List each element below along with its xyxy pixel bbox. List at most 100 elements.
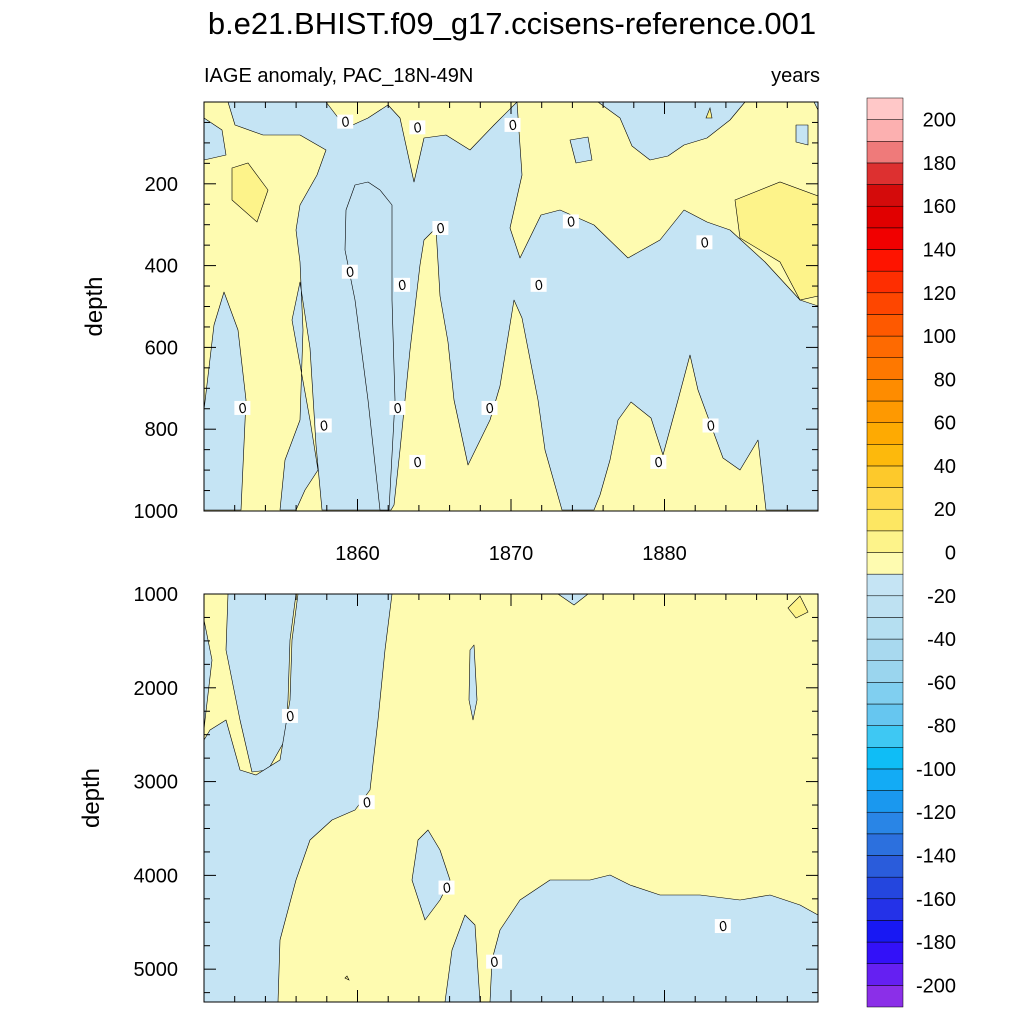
colorbar-label: -200 xyxy=(916,975,956,997)
y-tick-label: 400 xyxy=(145,256,178,278)
colorbar-swatch xyxy=(866,963,904,986)
upper-positive-core xyxy=(705,106,713,119)
colorbar-swatch xyxy=(866,184,904,207)
colorbar-label: 200 xyxy=(923,110,956,132)
lower-contour-labels: 0 0 0 0 0 xyxy=(281,707,731,971)
lower-tick-marks xyxy=(204,594,818,1002)
lower-contour-panel: 0 0 0 0 0 1000 2000 3000 4000 5000 depth xyxy=(78,584,819,1003)
colorbar-label: 100 xyxy=(923,326,956,348)
colorbar-label: -180 xyxy=(916,932,956,954)
contour-label: 0 xyxy=(696,233,713,251)
colorbar-swatch xyxy=(866,682,904,705)
contour-label: 0 xyxy=(432,219,449,237)
colorbar-swatch xyxy=(866,314,904,337)
colorbar-swatch xyxy=(866,508,904,532)
colorbar-swatch xyxy=(866,617,904,640)
y-tick-label: 3000 xyxy=(134,772,179,794)
upper-negative-region xyxy=(569,136,593,164)
colorbar-swatch xyxy=(866,855,904,878)
colorbar-swatch xyxy=(866,725,904,748)
colorbar-swatch xyxy=(866,249,904,272)
x-tick-label: 1870 xyxy=(489,543,534,565)
colorbar-swatch xyxy=(866,920,904,943)
x-tick-label: 1860 xyxy=(335,543,380,565)
contour-label: 0 xyxy=(409,118,426,136)
colorbar-label: -20 xyxy=(927,586,956,608)
contour-label: 0 xyxy=(358,793,375,811)
contour-label: 0 xyxy=(341,263,358,281)
colorbar-swatch xyxy=(866,422,904,445)
subtitle-right: years xyxy=(771,65,820,87)
lower-positive-cores xyxy=(344,595,809,981)
upper-negative-region xyxy=(795,124,809,146)
lower-negative-regions xyxy=(203,593,819,1003)
colorbar-swatch xyxy=(866,400,904,423)
colorbar-swatch xyxy=(866,205,904,229)
colorbar-label: 120 xyxy=(923,283,956,305)
upper-contour-labels: 0 0 0 0 0 0 0 0 0 0 0 0 0 0 0 0 xyxy=(234,113,719,471)
colorbar-label: 160 xyxy=(923,196,956,218)
y-tick-label: 800 xyxy=(145,419,178,441)
lower-y-tick-labels: 1000 2000 3000 4000 5000 xyxy=(134,584,179,981)
colorbar-swatch xyxy=(866,638,904,661)
colorbar-label: 20 xyxy=(934,499,956,521)
colorbar-label: 60 xyxy=(934,413,956,435)
contour-label: 0 xyxy=(702,417,719,434)
colorbar-swatch xyxy=(866,97,904,120)
colorbar-swatch xyxy=(866,552,904,575)
colorbar-label: 80 xyxy=(934,369,956,391)
contour-label: 0 xyxy=(650,453,667,471)
lower-y-axis-label: depth xyxy=(78,768,105,828)
colorbar-swatch xyxy=(866,768,904,791)
contour-label: 0 xyxy=(315,417,332,434)
colorbar-label: -60 xyxy=(927,672,956,694)
colorbar-swatch xyxy=(866,292,904,315)
colorbar-swatch xyxy=(866,941,904,964)
colorbar-swatch xyxy=(866,876,904,900)
colorbar-swatch xyxy=(866,444,904,467)
colorbar-swatch xyxy=(866,530,904,553)
colorbar: 200180160140120100806040200-20-40-60-80-… xyxy=(866,97,956,1008)
lower-positive-core xyxy=(344,975,350,981)
colorbar-swatch xyxy=(866,985,904,1008)
colorbar-swatch xyxy=(866,465,904,488)
contour-label: 0 xyxy=(481,399,498,417)
contour-label: 0 xyxy=(714,917,731,935)
figure-title: b.e21.BHIST.f09_g17.ccisens-reference.00… xyxy=(208,6,816,41)
colorbar-swatch xyxy=(866,703,904,726)
y-tick-label: 4000 xyxy=(134,865,179,887)
upper-x-tick-labels: 1860 1870 1880 xyxy=(335,543,687,565)
contour-label: 0 xyxy=(562,213,579,230)
upper-panel-frame xyxy=(203,101,819,512)
contour-label: 0 xyxy=(337,113,354,130)
y-tick-label: 5000 xyxy=(134,959,179,981)
lower-negative-region xyxy=(489,874,819,1003)
x-tick-label: 1880 xyxy=(642,543,687,565)
colorbar-swatch xyxy=(866,660,904,683)
colorbar-swatch xyxy=(866,335,904,358)
colorbar-swatch xyxy=(866,357,904,380)
y-tick-label: 200 xyxy=(145,174,178,196)
colorbar-swatch xyxy=(866,119,904,142)
colorbar-label: 140 xyxy=(923,240,956,262)
colorbar-swatch xyxy=(866,811,904,835)
upper-y-axis-label: depth xyxy=(81,276,108,336)
upper-positive-core xyxy=(231,162,269,223)
colorbar-label: -160 xyxy=(916,889,956,911)
contour-label: 0 xyxy=(281,707,298,725)
contour-label: 0 xyxy=(438,879,455,896)
colorbar-label: -140 xyxy=(916,846,956,868)
y-tick-label: 2000 xyxy=(134,678,179,700)
lower-negative-region xyxy=(225,593,297,773)
y-tick-label: 1000 xyxy=(134,501,179,523)
upper-negative-region xyxy=(203,291,247,511)
colorbar-label: -120 xyxy=(916,802,956,824)
colorbar-label: -80 xyxy=(927,716,956,738)
contour-label: 0 xyxy=(394,276,411,294)
subtitle-left: IAGE anomaly, PAC_18N-49N xyxy=(204,65,473,87)
upper-y-tick-labels: 200 400 600 800 1000 xyxy=(134,174,179,523)
colorbar-label: -40 xyxy=(927,629,956,651)
upper-tick-marks xyxy=(204,102,818,511)
